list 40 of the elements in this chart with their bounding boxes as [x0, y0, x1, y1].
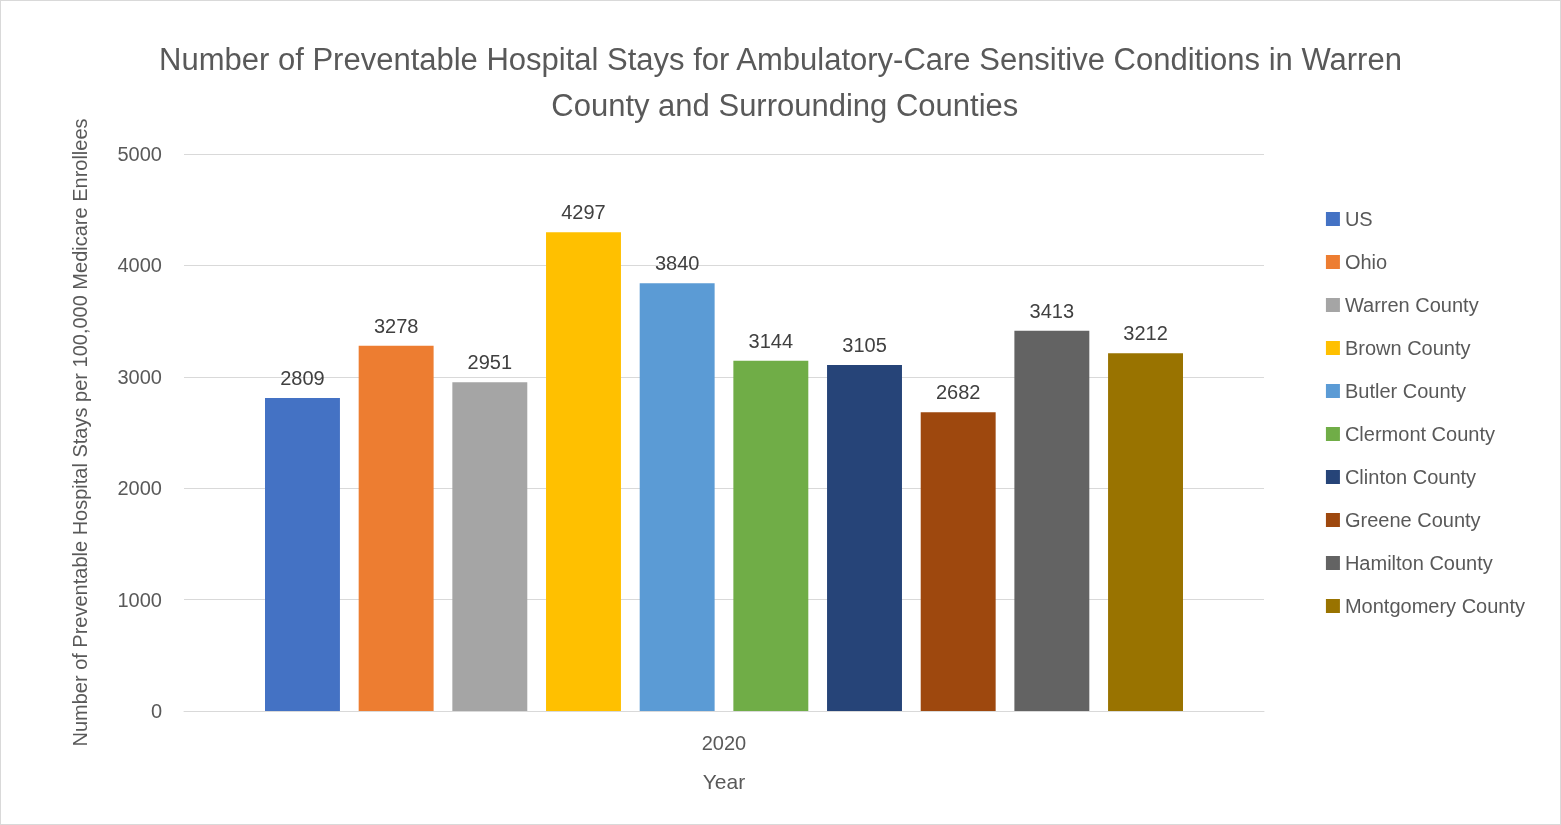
legend-label: Greene County — [1344, 509, 1481, 531]
y-tick-label: 3000 — [117, 365, 162, 388]
y-axis-title: Number of Preventable Hospital Stays per 100,000 Medicare Enrollees — [69, 118, 91, 747]
y-tick-label: 0 — [150, 700, 162, 722]
y-tick-label: 4000 — [117, 254, 162, 277]
y-tick-label: 1000 — [117, 588, 162, 611]
bar — [452, 382, 528, 711]
bar — [920, 412, 996, 711]
data-label: 2951 — [467, 351, 513, 374]
data-label: 3278 — [373, 314, 419, 337]
bar — [1108, 353, 1183, 711]
data-label: 3413 — [1029, 299, 1075, 322]
data-label: 2809 — [280, 367, 325, 390]
data-label: 2682 — [935, 381, 981, 404]
chart-title: Number of Preventable Hospital Stays for Ambulatory-Care Sensitive Conditions in Warren County and Surrounding Counties — [159, 41, 1402, 123]
legend-label: Warren County — [1344, 294, 1479, 316]
bar — [827, 365, 902, 711]
data-label: 3840 — [654, 252, 700, 275]
bar — [265, 398, 340, 711]
legend-label: Ohio — [1344, 251, 1388, 273]
data-label: 3144 — [748, 329, 794, 352]
bar — [733, 360, 809, 711]
legend-label: Hamilton County — [1344, 552, 1493, 574]
y-tick-label: 5000 — [117, 143, 162, 165]
legend-label: Butler County — [1344, 380, 1467, 402]
legend-label: Montgomery County — [1344, 595, 1525, 617]
legend-label: US — [1344, 208, 1373, 230]
data-label: 4297 — [561, 201, 606, 224]
x-axis-title: Year — [702, 770, 746, 793]
y-tick-label: 2000 — [117, 477, 162, 500]
legend-label: Brown County — [1344, 337, 1471, 359]
bar — [639, 283, 715, 711]
bar — [358, 345, 434, 711]
legend-label: Clermont County — [1344, 423, 1495, 445]
data-label: 3212 — [1123, 322, 1168, 345]
bar — [546, 232, 621, 711]
legend-label: Clinton County — [1344, 466, 1477, 488]
x-tick-label: 2020 — [701, 732, 747, 754]
data-label: 3105 — [842, 334, 887, 357]
bar — [1014, 330, 1090, 711]
